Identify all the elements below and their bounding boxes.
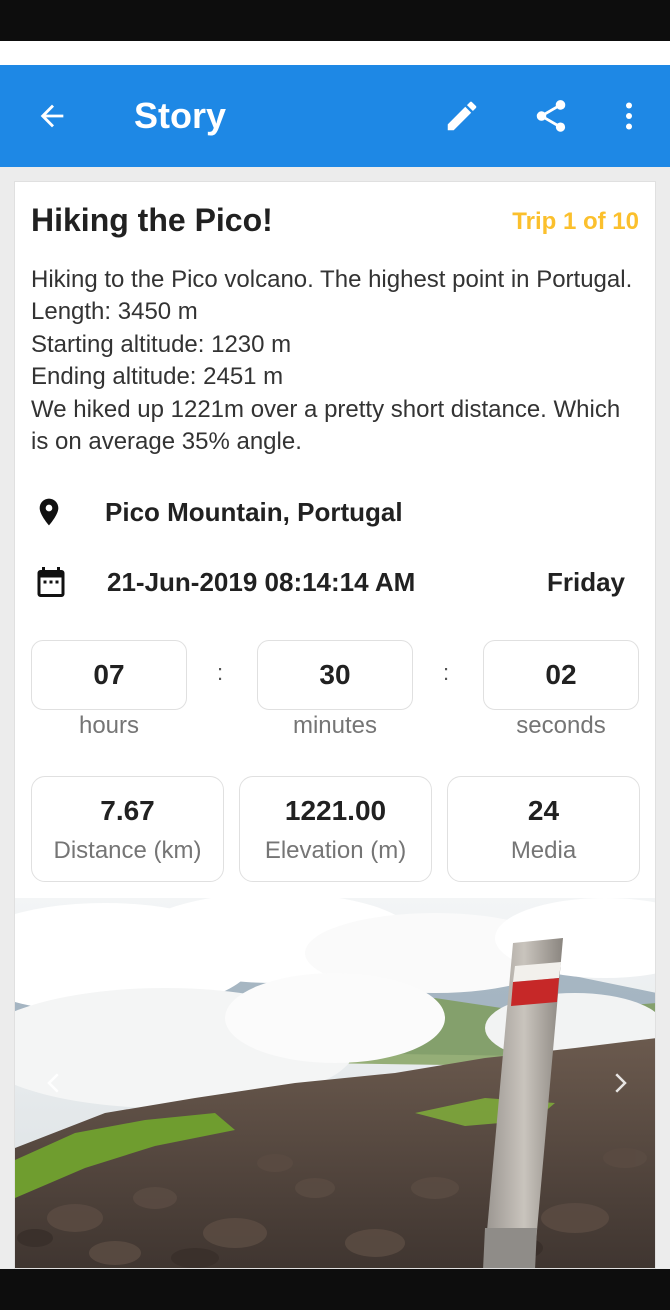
description-line: is on average 35% angle.	[31, 428, 302, 456]
photo-gallery[interactable]	[15, 898, 655, 1268]
distance-label: Distance (km)	[53, 837, 202, 864]
gallery-photo	[15, 898, 655, 1268]
media-stat[interactable]: 24 Media	[447, 776, 640, 882]
status-bar	[0, 0, 670, 41]
story-card: Hiking the Pico! Trip 1 of 10 Hiking to …	[14, 181, 656, 1269]
arrow-back-icon	[40, 104, 64, 128]
trip-title: Hiking the Pico!	[31, 202, 273, 238]
description-line: Ending altitude: 2451 m	[31, 363, 284, 391]
share-button[interactable]	[525, 90, 577, 142]
pencil-icon	[447, 101, 477, 131]
elevation-value: 1221.00	[284, 795, 387, 826]
media-label: Media	[510, 837, 577, 864]
time-separator: :	[217, 660, 224, 685]
location-row[interactable]: Pico Mountain, Portugal	[33, 490, 403, 534]
location-text: Pico Mountain, Portugal	[105, 496, 403, 527]
navigation-bar	[0, 1269, 670, 1310]
time-separator: :	[443, 660, 450, 685]
back-button[interactable]	[26, 90, 78, 142]
hours-box: 07	[31, 640, 187, 710]
weekday-text: Friday	[546, 566, 625, 597]
media-value: 24	[527, 795, 560, 826]
chevron-left-icon[interactable]	[39, 1068, 69, 1098]
location-pin-icon	[39, 498, 59, 526]
share-icon	[536, 100, 566, 132]
description-line: Hiking to the Pico volcano. The highest …	[31, 266, 633, 293]
minutes-label: minutes	[292, 712, 378, 739]
hours-label: hours	[78, 712, 140, 739]
seconds-label: seconds	[516, 712, 606, 739]
calendar-icon	[37, 567, 65, 597]
elevation-stat: 1221.00 Elevation (m)	[239, 776, 432, 882]
status-gap	[0, 41, 670, 65]
chevron-right-icon[interactable]	[605, 1068, 635, 1098]
description-line: Length: 3450 m	[31, 298, 198, 326]
distance-value: 7.67	[100, 795, 155, 826]
page-title: Story	[134, 95, 227, 136]
more-options-button[interactable]	[603, 90, 655, 142]
trip-counter: Trip 1 of 10	[512, 208, 639, 235]
elevation-label: Elevation (m)	[264, 837, 407, 864]
app-bar: Story	[0, 65, 670, 167]
distance-stat: 7.67 Distance (km)	[31, 776, 224, 882]
edit-button[interactable]	[436, 90, 488, 142]
date-row: 21-Jun-2019 08:14:14 AM Friday	[33, 560, 629, 604]
date-text: 21-Jun-2019 08:14:14 AM	[107, 566, 416, 597]
description-line: Starting altitude: 1230 m	[31, 330, 292, 358]
minutes-box: 30	[257, 640, 413, 710]
trip-description: Hiking to the Pico volcano. The highest …	[31, 264, 651, 458]
description-line: We hiked up 1221m over a pretty short di…	[31, 395, 621, 423]
more-vert-icon	[626, 102, 632, 130]
seconds-box: 02	[483, 640, 639, 710]
